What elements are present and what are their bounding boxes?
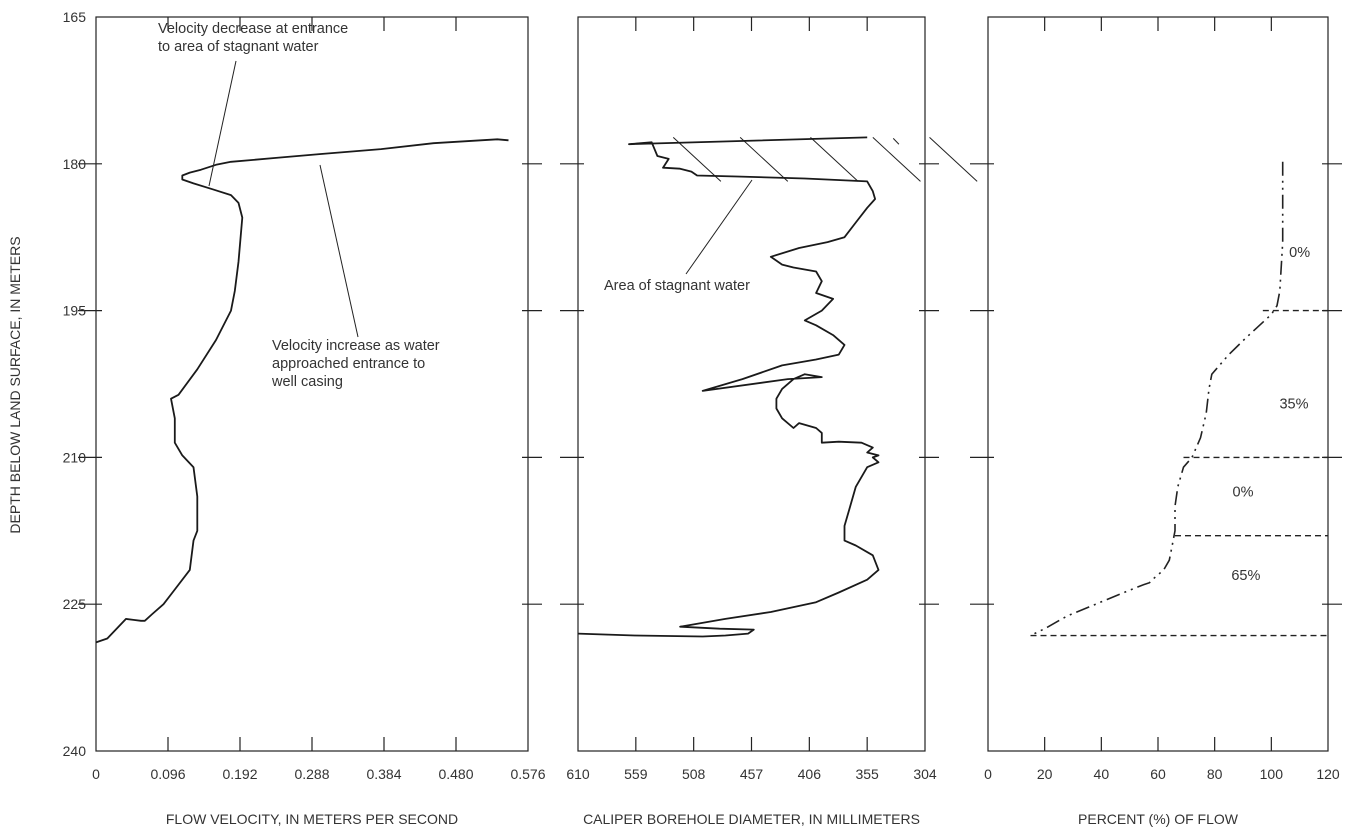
velocity-series-line [95, 138, 509, 644]
velocity-x-tick-label: 0 [92, 766, 100, 782]
stagnant-water-hatch [872, 137, 921, 182]
percent-x-tick-label: 100 [1260, 766, 1284, 782]
velocity-annotation-line-2: to area of stagnant water [158, 39, 319, 55]
velocity-x-axis-title: FLOW VELOCITY, IN METERS PER SECOND [166, 811, 458, 827]
velocity-panel: 0 0.096 0.192 0.288 0.384 0.480 0.576 165 180 195… [63, 9, 546, 827]
velocity-annotation-line-5: well casing [271, 374, 343, 390]
flow-zone-label: 65% [1231, 568, 1260, 584]
caliper-x-axis-title: CALIPER BOREHOLE DIAMETER, IN MILLIMETER… [583, 811, 920, 827]
percent-x-tick-label: 80 [1207, 766, 1223, 782]
caliper-x-tick-label: 610 [566, 766, 590, 782]
flow-zone-label: 0% [1289, 245, 1310, 261]
percent-x-tick-label: 120 [1316, 766, 1340, 782]
y-tick-label: 225 [63, 596, 87, 612]
velocity-x-tick-label: 0.480 [438, 766, 473, 782]
caliper-x-tick-label: 355 [855, 766, 879, 782]
caliper-series-line [577, 136, 880, 638]
y-axis-title: DEPTH BELOW LAND SURFACE, IN METERS [7, 236, 23, 533]
percent-frame [987, 16, 1329, 752]
y-tick-label: 195 [63, 303, 87, 319]
stagnant-water-hatch [739, 137, 789, 182]
percent-x-tick-label: 60 [1150, 766, 1166, 782]
caliper-x-tick-label: 406 [798, 766, 822, 782]
velocity-decrease-leader [208, 60, 237, 187]
percent-x-tick-label: 0 [984, 766, 992, 782]
velocity-x-tick-label: 0.288 [294, 766, 329, 782]
caliper-x-tick-label: 508 [682, 766, 706, 782]
caliper-annotations: Area of stagnant water [604, 179, 753, 294]
percent-series-line [1030, 161, 1284, 637]
stagnant-water-hatch [672, 137, 722, 182]
velocity-x-tick-label: 0.192 [222, 766, 257, 782]
flow-zone-label: 0% [1233, 485, 1254, 501]
percent-x-tick-label: 40 [1094, 766, 1110, 782]
caliper-x-tick-label: 457 [740, 766, 764, 782]
flow-zone-label: 35% [1279, 397, 1308, 413]
y-tick-label: 210 [63, 449, 87, 465]
velocity-x-tick-label: 0.096 [150, 766, 185, 782]
velocity-annotation-line-4: approached entrance to [272, 356, 425, 372]
percent-x-tick-label: 20 [1037, 766, 1053, 782]
velocity-x-tick-label: 0.576 [510, 766, 545, 782]
percent-flow-panel: 0 20 40 60 80 100 120 PERCENT (%) OF FLOW 0% 35% 0… [970, 16, 1342, 827]
velocity-increase-leader [319, 164, 359, 338]
caliper-x-tick-label: 559 [624, 766, 648, 782]
caliper-panel: 610 559 508 457 406 355 304 CALIPER BOREHOLE DI… [560, 16, 978, 827]
stagnant-water-hatch [892, 138, 900, 145]
caliper-x-tick-label: 304 [913, 766, 937, 782]
velocity-annotation-line-3: Velocity increase as water [272, 338, 440, 354]
caliper-annotation: Area of stagnant water [604, 278, 750, 294]
y-tick-label: 180 [63, 156, 87, 172]
stagnant-water-hatch [810, 137, 859, 182]
stagnant-water-hatch [929, 137, 978, 182]
velocity-annotations: Velocity decrease at entrance to area of… [158, 21, 440, 390]
velocity-x-tick-label: 0.384 [366, 766, 401, 782]
y-tick-label: 240 [63, 743, 87, 759]
percent-x-axis-title: PERCENT (%) OF FLOW [1078, 811, 1239, 827]
stagnant-water-leader [685, 179, 753, 275]
velocity-annotation-line-1: Velocity decrease at entrance [158, 21, 348, 37]
y-tick-label: 165 [63, 9, 87, 25]
